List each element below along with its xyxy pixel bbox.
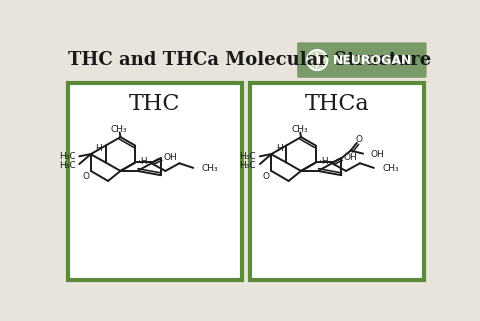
- FancyBboxPatch shape: [68, 83, 242, 280]
- Text: CH₃: CH₃: [202, 164, 218, 173]
- Text: H₃C: H₃C: [240, 161, 256, 170]
- Text: OH: OH: [163, 152, 177, 161]
- Text: H: H: [95, 144, 102, 153]
- Text: ·H: ·H: [319, 157, 328, 166]
- Text: OH: OH: [344, 152, 358, 161]
- Text: OH: OH: [371, 150, 384, 159]
- Text: THCa: THCa: [304, 93, 369, 115]
- Text: H₃C: H₃C: [59, 152, 75, 161]
- Text: CH₃: CH₃: [291, 125, 308, 134]
- FancyBboxPatch shape: [250, 83, 424, 280]
- Text: NEUROGAN: NEUROGAN: [333, 54, 412, 66]
- Text: H₃C: H₃C: [59, 161, 75, 170]
- Text: O: O: [263, 172, 270, 181]
- Text: ·H: ·H: [138, 157, 148, 166]
- Text: CH₃: CH₃: [383, 164, 399, 173]
- Circle shape: [307, 50, 327, 70]
- Text: THC and THCa Molecular Structure: THC and THCa Molecular Structure: [68, 51, 431, 69]
- Text: THC: THC: [129, 93, 180, 115]
- Text: H₃C: H₃C: [240, 152, 256, 161]
- FancyBboxPatch shape: [297, 42, 427, 78]
- Text: H: H: [276, 144, 282, 153]
- Text: CH₃: CH₃: [110, 125, 127, 134]
- Text: O: O: [83, 172, 89, 181]
- Text: O: O: [356, 134, 363, 143]
